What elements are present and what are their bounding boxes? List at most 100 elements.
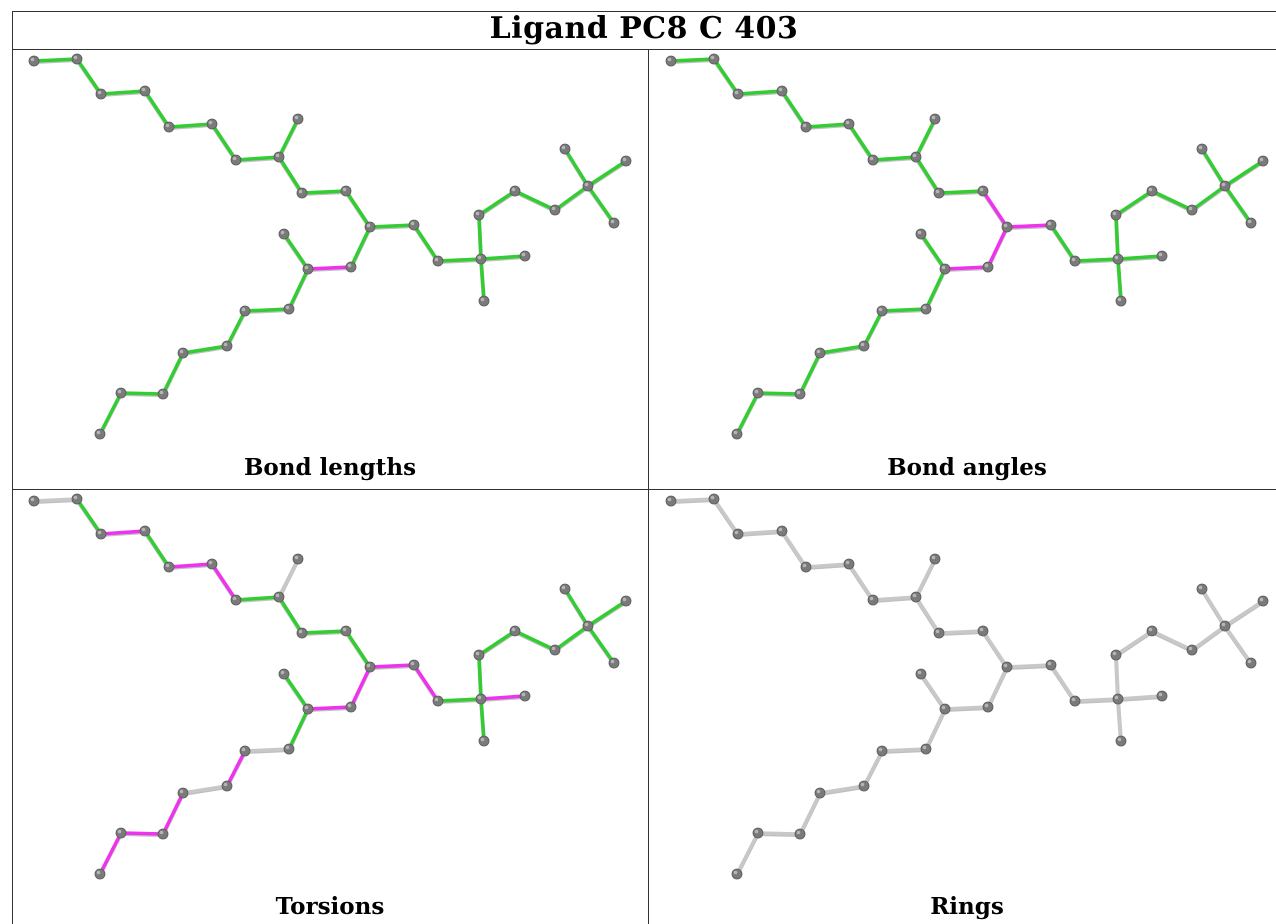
- atom-highlight: [734, 530, 739, 535]
- atom-23: [814, 787, 826, 799]
- bond-8: [277, 595, 304, 635]
- atom-highlight: [347, 703, 352, 708]
- bond-28: [862, 309, 884, 348]
- atom-15: [1156, 250, 1168, 262]
- molecule-view-bond-lengths: [28, 53, 632, 440]
- atom-highlight: [935, 629, 940, 634]
- atom-highlight: [561, 585, 566, 590]
- table-frame: [12, 11, 1276, 924]
- molecule-view-torsions: [28, 493, 632, 880]
- atom-0: [28, 55, 40, 67]
- atom-highlight: [733, 430, 738, 435]
- bond-3: [780, 89, 808, 129]
- bond-12: [412, 223, 440, 263]
- atom-highlight: [304, 265, 309, 270]
- atom-20: [283, 743, 295, 755]
- bond-25: [919, 672, 947, 711]
- bond-12: [412, 663, 440, 703]
- atom-30: [1219, 620, 1231, 632]
- divider-horizontal: [12, 489, 1276, 490]
- bond-24: [943, 705, 990, 711]
- bond-13: [436, 697, 483, 703]
- bond-22: [1223, 184, 1253, 225]
- atom-highlight: [342, 627, 347, 632]
- atom-highlight: [860, 342, 865, 347]
- bond-27: [880, 307, 928, 313]
- panel-caption: Rings: [930, 893, 1004, 920]
- atom-highlight: [1158, 692, 1163, 697]
- atom-2: [95, 88, 107, 100]
- atom-highlight: [845, 560, 850, 565]
- bond-24: [306, 265, 353, 271]
- bond-24: [943, 265, 990, 271]
- atom-3: [139, 85, 151, 97]
- bond-29: [818, 344, 866, 355]
- atom-highlight: [912, 593, 917, 598]
- bond-7: [914, 557, 937, 599]
- bond-19: [553, 624, 590, 652]
- atom-20: [283, 303, 295, 315]
- bond-2: [99, 529, 147, 536]
- atom-highlight: [869, 156, 874, 161]
- atom-1: [71, 53, 83, 65]
- atom-28: [1146, 185, 1158, 197]
- bond-0: [32, 57, 79, 63]
- bond-8: [277, 155, 304, 195]
- atom-10: [340, 625, 352, 637]
- bond-32: [735, 831, 760, 876]
- atom-30: [1219, 180, 1231, 192]
- atom-highlight: [754, 389, 759, 394]
- atom-15: [519, 250, 531, 262]
- atom-16: [478, 295, 490, 307]
- atom-17: [982, 701, 994, 713]
- atom-12: [408, 219, 420, 231]
- bond-20: [1200, 587, 1227, 628]
- atom-22: [858, 340, 870, 352]
- atom-26: [94, 868, 106, 880]
- atom-highlight: [511, 627, 516, 632]
- atom-highlight: [159, 830, 164, 835]
- atom-highlight: [434, 257, 439, 262]
- bond-10: [344, 189, 372, 229]
- atom-highlight: [984, 703, 989, 708]
- atom-highlight: [208, 120, 213, 125]
- bond-31: [119, 391, 165, 396]
- atom-highlight: [931, 115, 936, 120]
- bond-26: [287, 707, 310, 751]
- atom-11: [364, 661, 376, 673]
- atom-14: [475, 693, 487, 705]
- atom-highlight: [584, 622, 589, 627]
- atom-highlight: [1047, 221, 1052, 226]
- atom-10: [977, 625, 989, 637]
- bond-22: [1223, 624, 1253, 665]
- atom-highlight: [1071, 257, 1076, 262]
- atom-highlight: [96, 870, 101, 875]
- atom-5: [843, 118, 855, 130]
- atom-highlight: [232, 156, 237, 161]
- divider-vertical: [648, 50, 649, 924]
- atom-highlight: [97, 530, 102, 535]
- bond-21: [586, 599, 628, 628]
- atom-highlight: [979, 187, 984, 192]
- atom-highlight: [860, 782, 865, 787]
- atom-highlight: [710, 495, 715, 500]
- atom-highlight: [223, 342, 228, 347]
- bond-16: [477, 213, 483, 261]
- atom-31: [559, 143, 571, 155]
- atom-11: [1001, 221, 1013, 233]
- atom-highlight: [347, 263, 352, 268]
- atom-8: [929, 553, 941, 565]
- atom-21: [239, 305, 251, 317]
- atom-highlight: [475, 651, 480, 656]
- bond-15: [1116, 257, 1123, 303]
- atom-highlight: [1259, 597, 1264, 602]
- atom-highlight: [802, 563, 807, 568]
- atom-highlight: [584, 182, 589, 187]
- atom-highlight: [1148, 627, 1153, 632]
- bond-25: [282, 672, 310, 711]
- atom-highlight: [304, 705, 309, 710]
- atom-31: [1196, 583, 1208, 595]
- atom-0: [28, 495, 40, 507]
- atom-highlight: [917, 670, 922, 675]
- atom-21: [239, 745, 251, 757]
